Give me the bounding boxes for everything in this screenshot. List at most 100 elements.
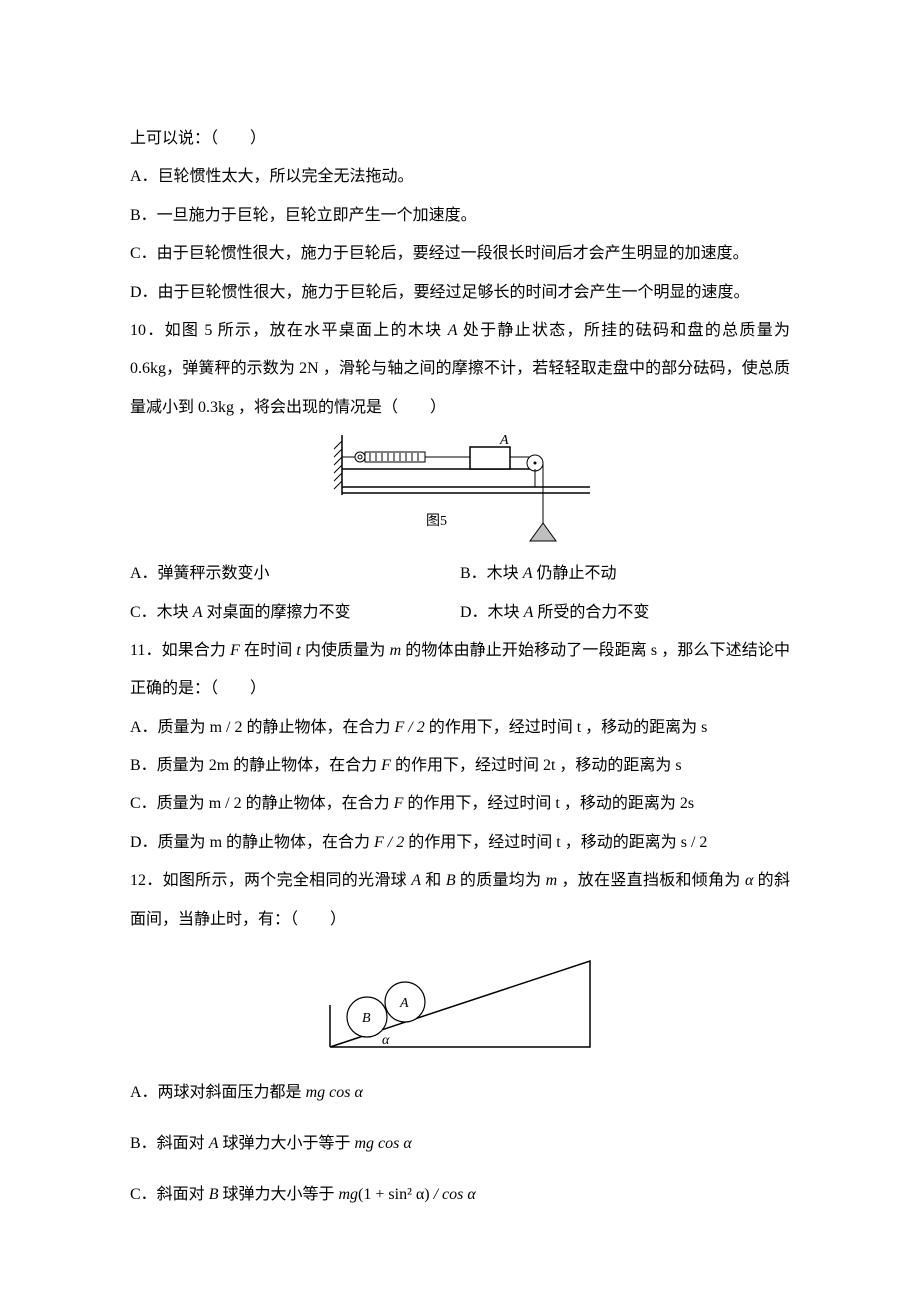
q10-stem-e: ，将会出现的情况是（ ） bbox=[234, 399, 446, 416]
q12-opt-b: B．斜面对 A 球弹力大小于等于 mg cos α bbox=[130, 1118, 790, 1169]
fig12-svg: B A α bbox=[310, 947, 610, 1057]
q10-mass1: 0.6kg bbox=[130, 360, 166, 377]
q12b-b: 球弹力大小于等于 bbox=[218, 1135, 354, 1152]
q11-sb: 在时间 bbox=[240, 642, 297, 659]
q12a-a: A．两球对斜面压力都是 bbox=[130, 1084, 306, 1101]
q11c-m: m / 2 bbox=[209, 795, 242, 812]
fig5-caption: 图5 bbox=[426, 514, 447, 529]
q9-opt-a: A．巨轮惯性太大，所以完全无法拖动。 bbox=[130, 158, 790, 196]
fig5-label-a: A bbox=[499, 435, 509, 448]
q12c-b: 球弹力大小等于 bbox=[218, 1186, 338, 1203]
q11b-c: 的作用下，经过时间 bbox=[391, 757, 543, 774]
q10-mass2: 0.3kg bbox=[198, 399, 234, 416]
q12b-a: B．斜面对 bbox=[130, 1135, 209, 1152]
q12c-a: C．斜面对 bbox=[130, 1186, 209, 1203]
q9-opt-d: D．由于巨轮惯性很大，施力于巨轮后，要经过足够长的时间才会产生一个明显的速度。 bbox=[130, 274, 790, 312]
q12-sb: 和 bbox=[421, 872, 446, 889]
fig5-svg: A 图5 bbox=[330, 435, 590, 545]
q11a-F: F / 2 bbox=[394, 719, 424, 736]
q9-opt-b: B．一旦施力于巨轮，巨轮立即产生一个加速度。 bbox=[130, 197, 790, 235]
q10-opt-b: B．木块 A 仍静止不动 bbox=[460, 555, 790, 593]
q11b-d: ，移动的距离为 bbox=[555, 757, 675, 774]
q11c-F: F bbox=[394, 795, 404, 812]
q11a-a: A．质量为 bbox=[130, 719, 210, 736]
q11a-d: ，移动的距离为 bbox=[581, 719, 701, 736]
q11b-s: s bbox=[675, 757, 681, 774]
q12-sd: ，放在竖直挡板和倾角为 bbox=[557, 872, 745, 889]
q11d-c: 的作用下，经过时间 bbox=[404, 834, 556, 851]
q12-stem: 12．如图所示，两个完全相同的光滑球 A 和 B 的质量均为 m ，放在竖直挡板… bbox=[130, 862, 790, 939]
q12-B: B bbox=[446, 872, 456, 889]
q9-tail: 上可以说：（ ） bbox=[130, 120, 790, 158]
q11a-m: m / 2 bbox=[210, 719, 243, 736]
q11-opt-a: A．质量为 m / 2 的静止物体，在合力 F / 2 的作用下，经过时间 t … bbox=[130, 709, 790, 747]
q10-stem-a: 10．如图 5 所示，放在水平桌面上的木块 bbox=[130, 322, 448, 339]
q12-opt-c: C．斜面对 B 球弹力大小等于 mg(1 + sin² α) / cos α bbox=[130, 1169, 790, 1220]
page: 上可以说：（ ） A．巨轮惯性太大，所以完全无法拖动。 B．一旦施力于巨轮，巨轮… bbox=[0, 0, 920, 1281]
q10-b-post: 仍静止不动 bbox=[532, 565, 616, 582]
q11c-c: 的作用下，经过时间 bbox=[403, 795, 555, 812]
q10-c-sym: A bbox=[193, 604, 203, 621]
q12c-B: B bbox=[209, 1186, 219, 1203]
q10-c-post: 对桌面的摩擦力不变 bbox=[202, 604, 350, 621]
fig12-label-a: A bbox=[399, 996, 409, 1011]
q11-sd: 的物体由静止开始移动了一段距离 bbox=[401, 642, 651, 659]
q10-figure: A 图5 bbox=[130, 435, 790, 549]
q12b-A: A bbox=[209, 1135, 219, 1152]
q11d-m: m bbox=[210, 834, 222, 851]
q10-force: 2N bbox=[299, 360, 319, 377]
q11a-s: s bbox=[701, 719, 707, 736]
q10-opt-a: A．弹簧秤示数变小 bbox=[130, 555, 460, 593]
q12c-post: / cos α bbox=[430, 1186, 476, 1203]
q12c-pre: mg bbox=[338, 1186, 358, 1203]
fig12-label-alpha: α bbox=[382, 1033, 390, 1048]
q12-A: A bbox=[411, 872, 421, 889]
q12-m: m bbox=[546, 872, 558, 889]
q11-opt-d: D．质量为 m 的静止物体，在合力 F / 2 的作用下，经过时间 t ，移动的… bbox=[130, 824, 790, 862]
q11b-t: 2t bbox=[543, 757, 555, 774]
q11-stem: 11．如果合力 F 在时间 t 内使质量为 m 的物体由静止开始移动了一段距离 … bbox=[130, 632, 790, 709]
q11a-b: 的静止物体，在合力 bbox=[242, 719, 394, 736]
q11d-b: 的静止物体，在合力 bbox=[222, 834, 374, 851]
q10-sym-a1: A bbox=[448, 322, 458, 339]
q11-opt-b: B．质量为 2m 的静止物体，在合力 F 的作用下，经过时间 2t ，移动的距离… bbox=[130, 747, 790, 785]
q11-sa: 11．如果合力 bbox=[130, 642, 230, 659]
q12-figure: B A α bbox=[130, 947, 790, 1061]
q11b-b: 的静止物体，在合力 bbox=[229, 757, 381, 774]
q9-opt-c: C．由于巨轮惯性很大，施力于巨轮后，要经过一段很长时间后才会产生明显的加速度。 bbox=[130, 235, 790, 273]
q11d-s: s / 2 bbox=[681, 834, 708, 851]
q11b-a: B．质量为 bbox=[130, 757, 209, 774]
q10-stem-b: 处于静止状态，所挂的砝码和盘的总质量为 bbox=[458, 322, 790, 339]
q10-opt-d: D．木块 A 所受的合力不变 bbox=[460, 594, 790, 632]
q11a-c: 的作用下，经过时间 bbox=[425, 719, 577, 736]
q11-F: F bbox=[230, 642, 240, 659]
q10-opt-c: C．木块 A 对桌面的摩擦力不变 bbox=[130, 594, 460, 632]
q12b-expr: mg cos α bbox=[354, 1135, 411, 1152]
q12-sc: 的质量均为 bbox=[456, 872, 546, 889]
q10-d-pre: D．木块 bbox=[460, 604, 524, 621]
q11c-s: 2s bbox=[680, 795, 694, 812]
q10-stem-c: ，弹簧秤的示数为 bbox=[166, 360, 299, 377]
q12-sa: 12．如图所示，两个完全相同的光滑球 bbox=[130, 872, 411, 889]
q11-sc: 内使质量为 bbox=[301, 642, 390, 659]
q10-b-sym: A bbox=[523, 565, 533, 582]
q11d-d: ，移动的距离为 bbox=[561, 834, 681, 851]
q12-opt-a: A．两球对斜面压力都是 mg cos α bbox=[130, 1067, 790, 1118]
q11c-b: 的静止物体，在合力 bbox=[242, 795, 394, 812]
q11-m: m bbox=[390, 642, 402, 659]
q12a-expr: mg cos α bbox=[306, 1084, 363, 1101]
q10-row1: A．弹簧秤示数变小 B．木块 A 仍静止不动 bbox=[130, 555, 790, 593]
q10-d-sym: A bbox=[524, 604, 534, 621]
q10-b-pre: B．木块 bbox=[460, 565, 523, 582]
q11b-F: F bbox=[381, 757, 391, 774]
q11-opt-c: C．质量为 m / 2 的静止物体，在合力 F 的作用下，经过时间 t ，移动的… bbox=[130, 785, 790, 823]
q11c-a: C．质量为 bbox=[130, 795, 209, 812]
q10-c-pre: C．木块 bbox=[130, 604, 193, 621]
q10-row2: C．木块 A 对桌面的摩擦力不变 D．木块 A 所受的合力不变 bbox=[130, 594, 790, 632]
q10-d-post: 所受的合力不变 bbox=[533, 604, 649, 621]
fig12-label-b: B bbox=[362, 1011, 371, 1026]
q11b-m: 2m bbox=[209, 757, 229, 774]
q10-stem: 10．如图 5 所示，放在水平桌面上的木块 A 处于静止状态，所挂的砝码和盘的总… bbox=[130, 312, 790, 427]
q11d-a: D．质量为 bbox=[130, 834, 210, 851]
q12c-paren: (1 + sin² α) bbox=[358, 1186, 430, 1203]
